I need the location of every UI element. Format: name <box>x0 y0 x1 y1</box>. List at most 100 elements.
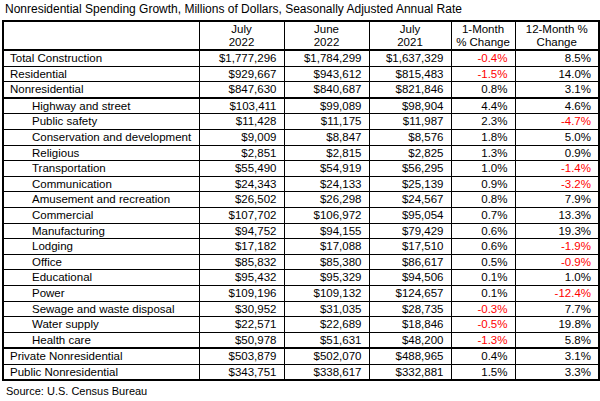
row-label: Water supply <box>3 317 199 333</box>
cell-value: $22,689 <box>284 317 369 333</box>
cell-value: $9,009 <box>199 129 284 145</box>
cell-value: $99,089 <box>284 98 369 114</box>
cell-value: $106,972 <box>284 207 369 223</box>
page: Nonresidential Spending Growth, Millions… <box>0 0 600 398</box>
cell-value: $109,132 <box>284 285 369 301</box>
cell-value: 0.9% <box>451 176 515 192</box>
cell-value: $343,751 <box>199 364 284 380</box>
cell-value: -12.4% <box>515 285 599 301</box>
row-label: Residential <box>3 66 199 82</box>
cell-value: $847,630 <box>199 82 284 98</box>
cell-value: 8.5% <box>515 50 599 66</box>
cell-value: $28,735 <box>369 301 451 317</box>
cell-value: -1.9% <box>515 239 599 255</box>
column-header-line: 2022 <box>287 36 367 49</box>
cell-value: 1.0% <box>451 161 515 177</box>
cell-value: $2,815 <box>284 145 369 161</box>
row-label: Communication <box>3 176 199 192</box>
cell-value: $124,657 <box>369 285 451 301</box>
cell-value: 13.3% <box>515 207 599 223</box>
table-row: Nonresidential$847,630$840,687$821,8460.… <box>3 82 599 98</box>
cell-value: $22,571 <box>199 317 284 333</box>
cell-value: 3.1% <box>515 82 599 98</box>
cell-value: 1.8% <box>451 129 515 145</box>
cell-value: $24,133 <box>284 176 369 192</box>
cell-value: $840,687 <box>284 82 369 98</box>
cell-value: 19.8% <box>515 317 599 333</box>
table-body: Total Construction$1,777,296$1,784,299$1… <box>3 50 599 380</box>
cell-value: $109,196 <box>199 285 284 301</box>
cell-value: $48,200 <box>369 332 451 348</box>
table-row: Transportation$55,490$54,919$56,2951.0%-… <box>3 161 599 177</box>
spending-table: July 2022 June 2022 July 2021 1-Month % … <box>2 20 600 381</box>
table-row: Educational$95,432$95,329$94,5060.1%1.0% <box>3 270 599 286</box>
cell-value: $18,846 <box>369 317 451 333</box>
column-header-july-2022: July 2022 <box>199 21 284 50</box>
column-header-line: June <box>287 23 367 36</box>
page-title: Nonresidential Spending Growth, Millions… <box>0 0 600 20</box>
cell-value: -1.3% <box>451 332 515 348</box>
cell-value: 14.0% <box>515 66 599 82</box>
cell-value: $17,088 <box>284 239 369 255</box>
row-label: Public safety <box>3 114 199 130</box>
cell-value: $56,295 <box>369 161 451 177</box>
cell-value: $95,054 <box>369 207 451 223</box>
column-header-july-2021: July 2021 <box>369 21 451 50</box>
column-header-line: July <box>202 23 282 36</box>
cell-value: 1.5% <box>451 364 515 380</box>
row-label: Lodging <box>3 239 199 255</box>
cell-value: $2,851 <box>199 145 284 161</box>
cell-value: 5.8% <box>515 332 599 348</box>
cell-value: -0.3% <box>451 301 515 317</box>
table-row: Commercial$107,702$106,972$95,0540.7%13.… <box>3 207 599 223</box>
cell-value: $54,919 <box>284 161 369 177</box>
cell-value: $26,502 <box>199 192 284 208</box>
cell-value: -0.4% <box>451 50 515 66</box>
cell-value: $1,777,296 <box>199 50 284 66</box>
cell-value: $11,175 <box>284 114 369 130</box>
table-row: Power$109,196$109,132$124,6570.1%-12.4% <box>3 285 599 301</box>
column-header-line: 1-Month <box>454 23 513 36</box>
table-row: Residential$929,667$943,612$815,483-1.5%… <box>3 66 599 82</box>
row-label: Public Nonresidential <box>3 364 199 380</box>
cell-value: -0.9% <box>515 254 599 270</box>
cell-value: $1,637,329 <box>369 50 451 66</box>
row-label: Power <box>3 285 199 301</box>
cell-value: $30,952 <box>199 301 284 317</box>
cell-value: $11,428 <box>199 114 284 130</box>
cell-value: $502,070 <box>284 348 369 364</box>
cell-value: $24,343 <box>199 176 284 192</box>
cell-value: 1.3% <box>451 145 515 161</box>
cell-value: $85,832 <box>199 254 284 270</box>
table-row: Private Nonresidential$503,879$502,070$4… <box>3 348 599 364</box>
row-label: Office <box>3 254 199 270</box>
cell-value: 0.4% <box>451 348 515 364</box>
row-label: Total Construction <box>3 50 199 66</box>
cell-value: 0.1% <box>451 270 515 286</box>
cell-value: $50,978 <box>199 332 284 348</box>
cell-value: 0.7% <box>451 207 515 223</box>
cell-value: 0.8% <box>451 82 515 98</box>
row-label: Educational <box>3 270 199 286</box>
cell-value: 0.1% <box>451 285 515 301</box>
cell-value: 1.0% <box>515 270 599 286</box>
cell-value: 0.8% <box>451 192 515 208</box>
cell-value: 4.6% <box>515 98 599 114</box>
cell-value: $815,483 <box>369 66 451 82</box>
row-label: Private Nonresidential <box>3 348 199 364</box>
cell-value: $25,139 <box>369 176 451 192</box>
cell-value: 0.5% <box>451 254 515 270</box>
row-label: Amusement and recreation <box>3 192 199 208</box>
header-row: July 2022 June 2022 July 2021 1-Month % … <box>3 21 599 50</box>
table-row: Religious$2,851$2,815$2,8251.3%0.9% <box>3 145 599 161</box>
cell-value: $94,155 <box>284 223 369 239</box>
cell-value: -1.5% <box>451 66 515 82</box>
table-row: Health care$50,978$51,631$48,200-1.3%5.8… <box>3 332 599 348</box>
row-label: Highway and street <box>3 98 199 114</box>
table-row: Office$85,832$85,380$86,6170.5%-0.9% <box>3 254 599 270</box>
table-row: Lodging$17,182$17,088$17,5100.6%-1.9% <box>3 239 599 255</box>
column-header-12-month-change: 12-Month % Change <box>515 21 599 50</box>
cell-value: $103,411 <box>199 98 284 114</box>
row-label: Health care <box>3 332 199 348</box>
row-label: Conservation and development <box>3 129 199 145</box>
